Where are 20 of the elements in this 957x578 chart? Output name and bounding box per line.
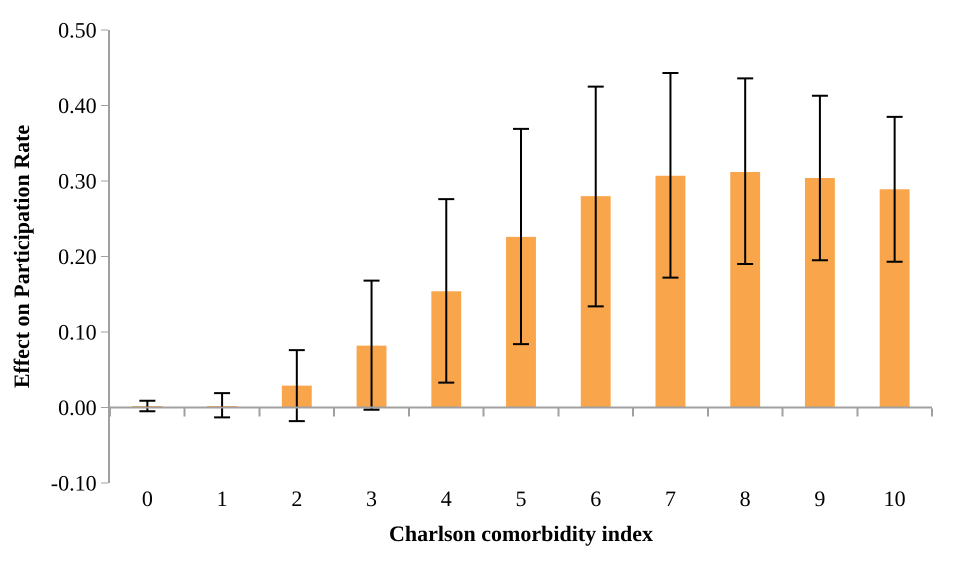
x-axis-title: Charlson comorbidity index [388,520,654,546]
y-tick-label: 0.00 [58,395,97,420]
x-tick-label: 5 [516,486,526,511]
y-tick-label: 0.40 [58,93,97,118]
x-tick-label: 2 [291,486,302,511]
x-tick-label: 4 [440,486,452,511]
y-tick-label: 0.50 [58,18,97,43]
y-axis-title: Effect on Participation Rate [9,124,34,388]
y-tick-label: 0.30 [58,168,97,194]
x-tick-label: 1 [216,486,228,511]
x-tick-label: 0 [142,486,153,511]
x-tick-label: 9 [814,486,826,511]
x-tick-label: 10 [884,486,906,511]
x-tick-label: 8 [740,486,751,511]
x-tick-label: 6 [590,486,602,511]
x-tick-label: 7 [664,486,676,511]
y-tick-label: -0.10 [50,470,97,496]
y-tick-label: 0.20 [58,244,97,270]
y-tick-label: 0.10 [58,320,97,345]
x-tick-label: 3 [366,486,378,511]
